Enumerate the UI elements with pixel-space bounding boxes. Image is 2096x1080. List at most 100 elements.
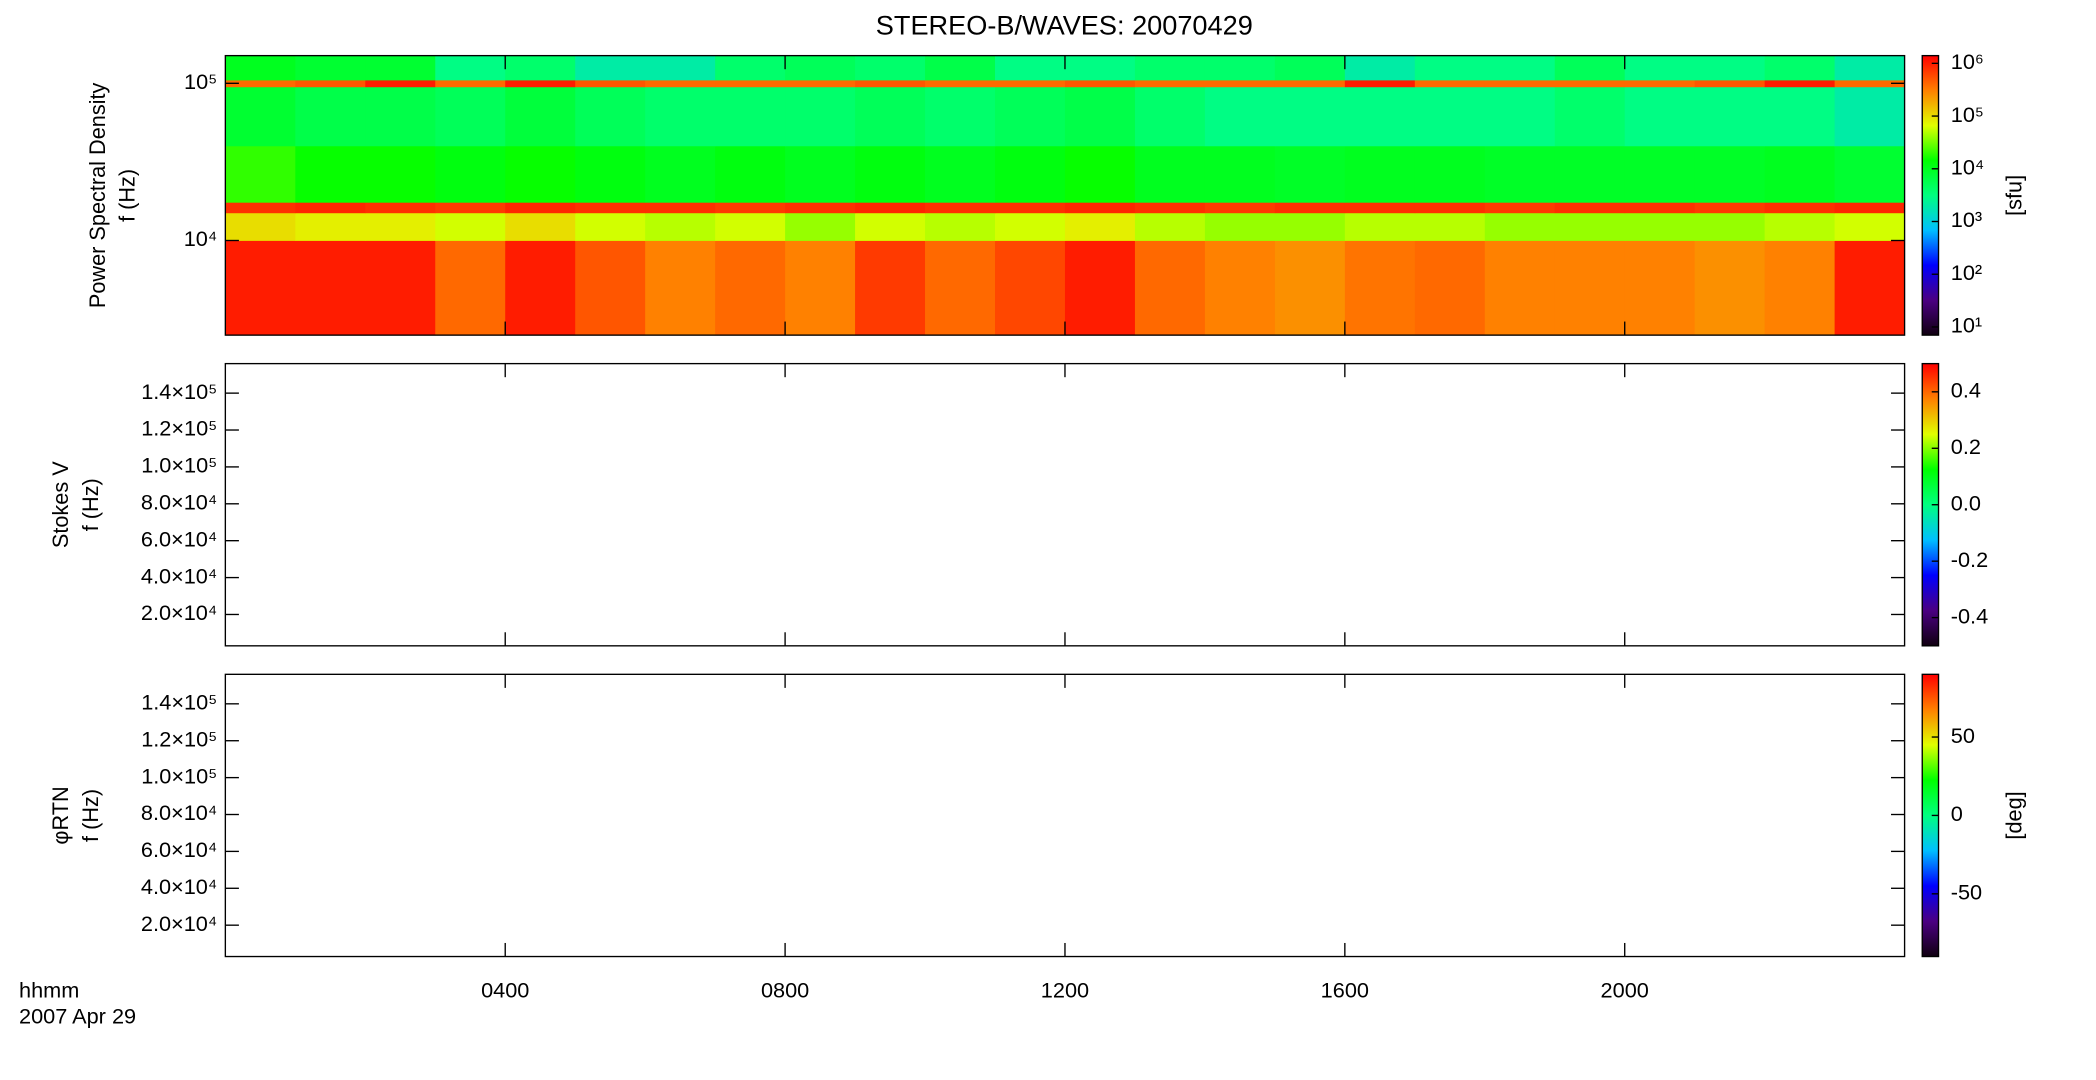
heatmap-cell (925, 55, 996, 81)
heatmap-cell (295, 212, 366, 241)
heatmap-cell (365, 212, 436, 241)
heatmap-cell (435, 55, 506, 81)
x-tick-label: 2000 (1601, 978, 1649, 1003)
heatmap-cell (1344, 86, 1416, 147)
heatmap-cell (1344, 55, 1416, 81)
heatmap-cell (1484, 86, 1556, 147)
heatmap-cell (435, 79, 506, 88)
heatmap-cell (1694, 202, 1766, 214)
heatmap-cell (1344, 212, 1416, 241)
heatmap-cell (785, 86, 856, 147)
y-axis-label: Stokes V (48, 461, 73, 548)
heatmap-cell (505, 145, 576, 203)
colorbar-tick-label: 0.4 (1951, 378, 1981, 403)
heatmap-cell (1484, 202, 1556, 214)
heatmap-cell (505, 212, 576, 241)
heatmap-cell (435, 240, 506, 336)
heatmap-cell (1554, 202, 1626, 214)
heatmap-cell (1484, 55, 1556, 81)
heatmap-cell (925, 86, 996, 147)
colorbar-tick-label: -0.4 (1951, 603, 1988, 628)
colorbar-tick-label: 10² (1951, 260, 1982, 285)
heatmap-cell (1624, 79, 1696, 88)
heatmap-cell (1834, 145, 1905, 203)
heatmap-cell (1344, 202, 1416, 214)
heatmap-cell (995, 79, 1066, 88)
heatmap-cell (1834, 79, 1905, 88)
heatmap-cell (1134, 55, 1206, 81)
y-tick-label: 2.0×10⁴ (141, 600, 217, 625)
heatmap-cell (855, 55, 926, 81)
heatmap-cell (505, 55, 576, 81)
heatmap-cell (855, 79, 926, 88)
heatmap-cell (925, 240, 996, 336)
heatmap-cell (1834, 212, 1905, 241)
heatmap-cell (715, 240, 786, 336)
y-tick-label: 1.2×10⁵ (141, 726, 217, 751)
colorbar-label: [sfu] (2002, 175, 2027, 216)
y-tick-label: 4.0×10⁴ (141, 874, 217, 899)
heatmap-cell (995, 55, 1066, 81)
heatmap-cell (1694, 145, 1766, 203)
y-tick-label: 1.4×10⁵ (141, 379, 217, 404)
heatmap-cell (645, 79, 716, 88)
heatmap-cell (365, 79, 436, 88)
heatmap-cell (365, 86, 436, 147)
heatmap-cell (295, 145, 366, 203)
heatmap-cell (225, 145, 296, 203)
heatmap-cell (1134, 202, 1206, 214)
y-tick-label: 10⁵ (184, 69, 217, 94)
heatmap-cell (1694, 212, 1766, 241)
x-tick-label: 0400 (481, 978, 529, 1003)
y-tick-label: 4.0×10⁴ (141, 563, 217, 588)
heatmap-cell (995, 145, 1066, 203)
heatmap-cell (505, 202, 576, 214)
heatmap-cell (1624, 145, 1696, 203)
heatmap-cell (1764, 145, 1836, 203)
heatmap-cell (1624, 240, 1696, 336)
heatmap-cell (1344, 79, 1416, 88)
colorbar-tick-label: 0.2 (1951, 434, 1981, 459)
heatmap-cell (1134, 240, 1206, 336)
heatmap-cell (995, 212, 1066, 241)
y-axis-label: f (Hz) (78, 789, 103, 842)
heatmap-cell (1204, 202, 1276, 214)
colorbar-tick-label: 0.0 (1951, 490, 1981, 515)
colorbar-tick-label: -0.2 (1951, 547, 1988, 572)
heatmap-cell (1554, 145, 1626, 203)
heatmap-cell (1414, 240, 1486, 336)
heatmap-cell (995, 240, 1066, 336)
heatmap-cell (645, 86, 716, 147)
heatmap-cell (1414, 79, 1486, 88)
heatmap-cell (1764, 240, 1836, 336)
heatmap-cell (1694, 79, 1766, 88)
heatmap-cell (925, 79, 996, 88)
x-tick-label: 1600 (1321, 978, 1369, 1003)
heatmap-cell (435, 145, 506, 203)
heatmap-cell (1064, 55, 1136, 81)
heatmap-cell (785, 145, 856, 203)
heatmap-cell (1274, 145, 1346, 203)
heatmap-cell (225, 202, 296, 214)
heatmap-cell (995, 86, 1066, 147)
colorbar-tick-label: 50 (1951, 723, 1975, 748)
heatmap-cell (365, 55, 436, 81)
heatmap-cell (1414, 86, 1486, 147)
heatmap-cell (1484, 240, 1556, 336)
heatmap-cell (1484, 212, 1556, 241)
heatmap-cell (225, 79, 296, 88)
y-tick-label: 1.4×10⁵ (141, 690, 217, 715)
heatmap-cell (925, 202, 996, 214)
heatmap-cell (1204, 86, 1276, 147)
heatmap-cell (785, 55, 856, 81)
heatmap-cell (1694, 240, 1766, 336)
heatmap-cell (225, 212, 296, 241)
heatmap-cell (715, 79, 786, 88)
y-axis-label: Power Spectral Density (85, 82, 110, 308)
heatmap-cell (1134, 145, 1206, 203)
heatmap-cell (225, 86, 296, 147)
heatmap-cell (855, 202, 926, 214)
y-tick-label: 2.0×10⁴ (141, 911, 217, 936)
